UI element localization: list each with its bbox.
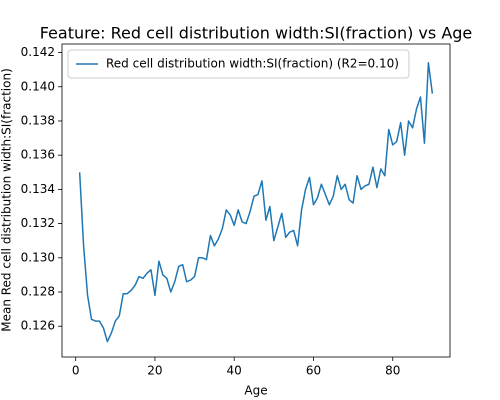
y-tick-label: 0.142 — [21, 45, 55, 59]
y-tick-label: 0.132 — [21, 216, 55, 230]
y-tick-label: 0.126 — [21, 319, 55, 333]
plot-frame — [61, 43, 451, 358]
x-tick-label: 80 — [385, 364, 400, 378]
legend-box — [67, 49, 410, 79]
y-tick-label: 0.140 — [21, 79, 55, 93]
x-tick-label: 60 — [306, 364, 321, 378]
y-tick-label: 0.134 — [21, 182, 55, 196]
y-tick-label: 0.128 — [21, 285, 55, 299]
legend-label: Red cell distribution width:SI(fraction)… — [106, 57, 399, 71]
chart-title: Feature: Red cell distribution width:SI(… — [40, 24, 473, 43]
y-tick-label: 0.138 — [21, 113, 55, 127]
data-line — [78, 62, 434, 343]
y-tick-label: 0.136 — [21, 148, 55, 162]
legend: Red cell distribution width:SI(fraction)… — [67, 49, 410, 79]
x-tick-label: 0 — [72, 364, 80, 378]
x-tick-label: 20 — [147, 364, 162, 378]
y-tick-label: 0.130 — [21, 250, 55, 264]
y-axis-label: Mean Red cell distribution width:SI(frac… — [0, 68, 14, 332]
x-tick-label: 40 — [227, 364, 242, 378]
x-axis-label: Age — [244, 384, 267, 398]
